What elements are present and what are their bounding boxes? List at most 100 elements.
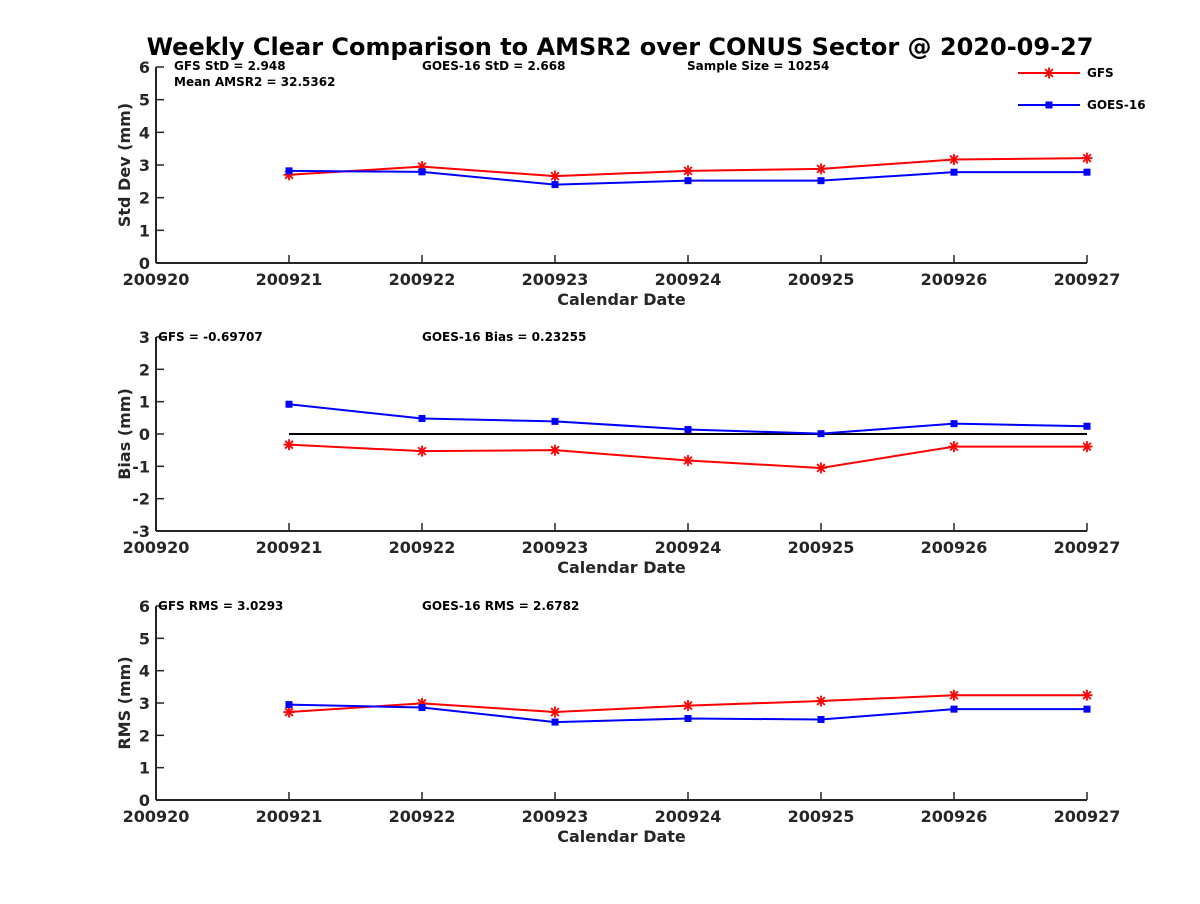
series-goes-16	[285, 701, 1091, 726]
legend-marker-goes-16	[1045, 101, 1053, 109]
series-goes-16	[285, 400, 1091, 438]
x-tick-label: 200922	[389, 807, 456, 826]
y-tick-label: 4	[139, 662, 150, 681]
gfs-point	[549, 170, 561, 182]
x-tick-label: 200927	[1054, 807, 1121, 826]
x-tick-label: 200925	[788, 807, 855, 826]
stat-annotation: GOES-16 Bias = 0.23255	[422, 330, 586, 344]
goes-16-point	[418, 414, 426, 422]
series-gfs	[283, 439, 1093, 474]
panel-3: 200920 200921 200922 200923 200924 200925 2009…	[115, 597, 1120, 846]
x-tick-label: 200922	[389, 270, 456, 289]
x-tick-label: 200920	[123, 538, 190, 557]
y-tick-label: -3	[132, 522, 150, 541]
x-tick-label: 200922	[389, 538, 456, 557]
gfs-point	[1081, 441, 1093, 453]
stat-annotation: Mean AMSR2 = 32.5362	[174, 75, 335, 89]
stat-annotation: GFS StD = 2.948	[174, 59, 286, 73]
x-tick-label: 200923	[522, 807, 589, 826]
y-tick-label: 0	[139, 254, 150, 273]
x-tick-label: 200926	[921, 270, 988, 289]
y-tick-label: 3	[139, 156, 150, 175]
y-tick-label: 4	[139, 123, 150, 142]
x-tick-label: 200926	[921, 807, 988, 826]
goes-16-point	[418, 168, 426, 176]
gfs-point	[815, 163, 827, 175]
gfs-point	[948, 153, 960, 165]
y-tick-label: 1	[139, 393, 150, 412]
x-tick-label: 200926	[921, 538, 988, 557]
x-tick-label: 200921	[256, 538, 323, 557]
y-tick-label: 0	[139, 791, 150, 810]
x-tick-label: 200924	[655, 270, 722, 289]
stat-annotation: GOES-16 RMS = 2.6782	[422, 599, 579, 613]
gfs-point	[815, 695, 827, 707]
gfs-point	[549, 444, 561, 456]
goes-16-point	[285, 400, 293, 408]
y-tick-label: 2	[139, 726, 150, 745]
x-tick-label: 200923	[522, 270, 589, 289]
panel-1: 200920 200921 200922 200923 200924 200925 2009…	[115, 58, 1146, 309]
gfs-point	[682, 165, 694, 177]
gfs-point	[1081, 152, 1093, 164]
goes-16-point	[817, 177, 825, 185]
gfs-point	[815, 462, 827, 474]
x-tick-label: 200920	[123, 807, 190, 826]
legend-label-gfs: GFS	[1087, 66, 1114, 80]
legend-marker-gfs	[1043, 67, 1055, 79]
goes-16-point	[684, 425, 692, 433]
x-tick-label: 200925	[788, 270, 855, 289]
series-gfs	[283, 689, 1093, 718]
x-tick-label: 200921	[256, 807, 323, 826]
goes-16-point	[950, 705, 958, 713]
x-tick-label: 200923	[522, 538, 589, 557]
gfs-point	[416, 445, 428, 457]
y-axis-label: Std Dev (mm)	[115, 103, 134, 227]
goes-16-point	[950, 420, 958, 428]
stat-annotation: GFS = -0.69707	[158, 330, 263, 344]
y-tick-label: 1	[139, 221, 150, 240]
goes-16-point	[1083, 705, 1091, 713]
x-tick-label: 200921	[256, 270, 323, 289]
y-tick-label: 3	[139, 328, 150, 347]
goes-16-point	[551, 718, 559, 726]
y-tick-label: 3	[139, 694, 150, 713]
y-axis-label: Bias (mm)	[115, 388, 134, 480]
goes-16-point	[684, 715, 692, 723]
gfs-point	[549, 706, 561, 718]
panel-2: 200920 200921 200922 200923 200924 200925 2009…	[115, 328, 1120, 577]
gfs-point	[283, 439, 295, 451]
y-tick-label: 5	[139, 91, 150, 110]
x-tick-label: 200927	[1054, 538, 1121, 557]
x-axis-label: Calendar Date	[557, 827, 686, 846]
gfs-point	[283, 706, 295, 718]
gfs-point	[682, 455, 694, 467]
stat-annotation: GFS RMS = 3.0293	[158, 599, 283, 613]
y-tick-label: 6	[139, 58, 150, 77]
gfs-point	[948, 441, 960, 453]
y-tick-label: -2	[132, 490, 150, 509]
gfs-point	[682, 700, 694, 712]
gfs-point	[1081, 689, 1093, 701]
y-tick-label: 6	[139, 597, 150, 616]
goes-16-point	[817, 430, 825, 438]
legend: GFS GOES-16	[1018, 66, 1146, 112]
x-tick-label: 200920	[123, 270, 190, 289]
legend-label-goes-16: GOES-16	[1087, 98, 1146, 112]
x-tick-label: 200927	[1054, 270, 1121, 289]
series-gfs	[283, 152, 1093, 182]
goes-16-point	[817, 715, 825, 723]
y-tick-label: 2	[139, 189, 150, 208]
gfs-point	[948, 689, 960, 701]
goes-16-point	[950, 168, 958, 176]
y-tick-label: 2	[139, 360, 150, 379]
stat-annotation: Sample Size = 10254	[687, 59, 829, 73]
goes-16-point	[418, 704, 426, 712]
y-tick-label: -1	[132, 457, 150, 476]
goes-16-point	[285, 701, 293, 709]
y-tick-label: 0	[139, 425, 150, 444]
x-tick-label: 200924	[655, 807, 722, 826]
x-tick-label: 200924	[655, 538, 722, 557]
